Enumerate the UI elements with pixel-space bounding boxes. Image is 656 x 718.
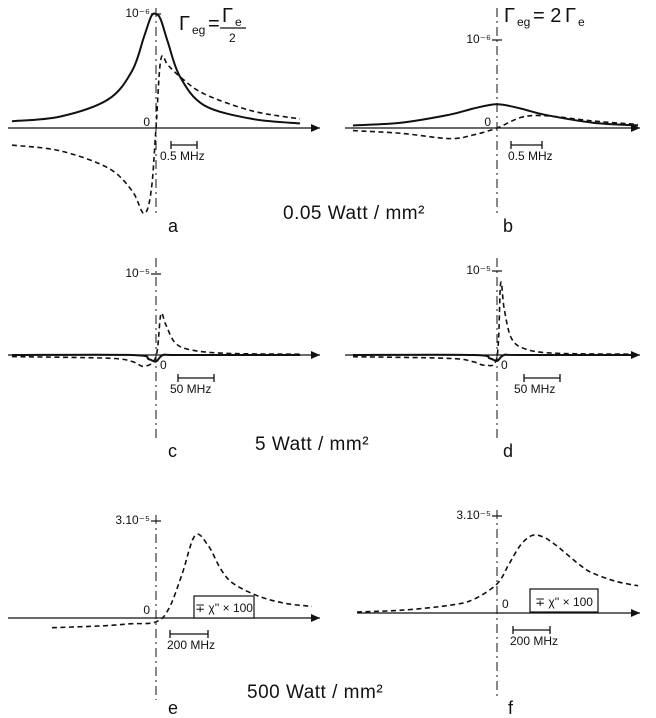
panel-e-x-arrow — [311, 614, 320, 622]
panel-f-tick-label: 3.10⁻⁵ — [456, 508, 491, 522]
panel-f-origin-label: 0 — [502, 597, 509, 611]
panel-a-origin-label: 0 — [143, 115, 150, 129]
panel-a-gamma-numsub: e — [235, 15, 242, 29]
panel-e-box — [193, 595, 255, 619]
panel-b-scale-label: 0.5 MHz — [508, 149, 553, 163]
panel-a-gamma-main: Γ — [179, 13, 190, 35]
panel-b-gamma-annotation: Γ eg = 2 Γ e — [504, 5, 585, 29]
panel-b-tick-label: 10⁻⁶ — [466, 32, 491, 46]
panel-f-box-label: ∓ χ'' × 100 — [535, 595, 593, 609]
panel-e: 3.10⁻⁵ 0 ∓ χ'' × 100 200 MHz e — [8, 513, 320, 718]
panel-a-gamma-den: 2 — [229, 31, 236, 45]
panel-d-scale-label: 50 MHz — [514, 382, 555, 396]
panel-b-series-solid — [352, 103, 639, 127]
panel-c-tick-label: 10⁻⁵ — [125, 266, 150, 280]
panel-b-origin-label: 0 — [484, 115, 491, 129]
panel-f-box — [529, 588, 599, 613]
condition-label-3: 500 Watt / mm² — [247, 682, 383, 703]
panel-a-series-solid — [11, 12, 301, 125]
panel-f-x-arrow — [631, 609, 640, 617]
condition-label-2: 5 Watt / mm² — [255, 434, 369, 455]
panel-a-gamma-eq: = — [208, 13, 220, 35]
panel-d-series-solid — [352, 353, 638, 362]
panel-b: 10⁻⁶ 0 0.5 MHz Γ eg = 2 Γ e b — [345, 5, 640, 236]
panel-e-series-dashed — [51, 533, 313, 629]
panel-a-scale-label: 0.5 MHz — [160, 149, 205, 163]
panel-b-gamma-numsub: e — [578, 15, 585, 29]
panel-c-x-arrow — [311, 351, 320, 359]
panel-e-box-label: ∓ χ'' × 100 — [195, 601, 253, 615]
panel-f-series-dashed — [356, 534, 639, 613]
panel-b-letter: b — [503, 216, 513, 236]
panel-e-letter: e — [168, 698, 178, 718]
panel-d-letter: d — [503, 441, 513, 461]
panel-d-tick-label: 10⁻⁵ — [466, 263, 491, 277]
panel-e-scale-label: 200 MHz — [167, 638, 215, 652]
panel-a: 10⁻⁶ 0 0.5 MHz Γ eg = Γ e 2 a — [8, 5, 320, 236]
panel-b-gamma-sub: eg — [517, 15, 530, 29]
panel-c-series-dashed — [11, 312, 301, 368]
panel-a-x-arrow — [311, 124, 320, 132]
panel-c-series-solid — [11, 353, 300, 363]
panel-c-origin-label: 0 — [160, 358, 167, 372]
panel-f-scale-label: 200 MHz — [510, 634, 558, 648]
condition-label-1: 0.05 Watt / mm² — [283, 203, 425, 224]
panel-e-tick-label: 3.10⁻⁵ — [115, 513, 150, 527]
panel-a-series-dashed — [11, 54, 301, 215]
panel-c: 10⁻⁵ 0 50 MHz c — [8, 258, 320, 461]
panel-a-tick-label: 10⁻⁶ — [125, 6, 150, 20]
panel-b-gamma-main: Γ — [504, 5, 515, 27]
panel-a-gamma-sub: eg — [192, 23, 205, 37]
panel-f: 3.10⁻⁵ 0 ∓ χ'' × 100 200 MHz f — [356, 508, 640, 718]
panel-d-origin-label: 0 — [501, 358, 508, 372]
panel-b-gamma-eq: = 2 — [533, 5, 561, 27]
panel-d: 10⁻⁵ 0 50 MHz d — [345, 258, 640, 461]
panel-a-gamma-num: Γ — [222, 5, 233, 27]
panel-a-letter: a — [168, 216, 179, 236]
panel-e-origin-label: 0 — [143, 603, 150, 617]
panel-c-scale-label: 50 MHz — [170, 382, 211, 396]
panel-a-gamma-annotation: Γ eg = Γ e 2 — [179, 5, 246, 45]
panel-b-gamma-num: Γ — [565, 5, 576, 27]
panel-b-series-dashed — [352, 114, 639, 140]
panel-c-letter: c — [168, 441, 177, 461]
panel-f-letter: f — [508, 698, 514, 718]
panel-d-series-dashed — [352, 281, 639, 367]
